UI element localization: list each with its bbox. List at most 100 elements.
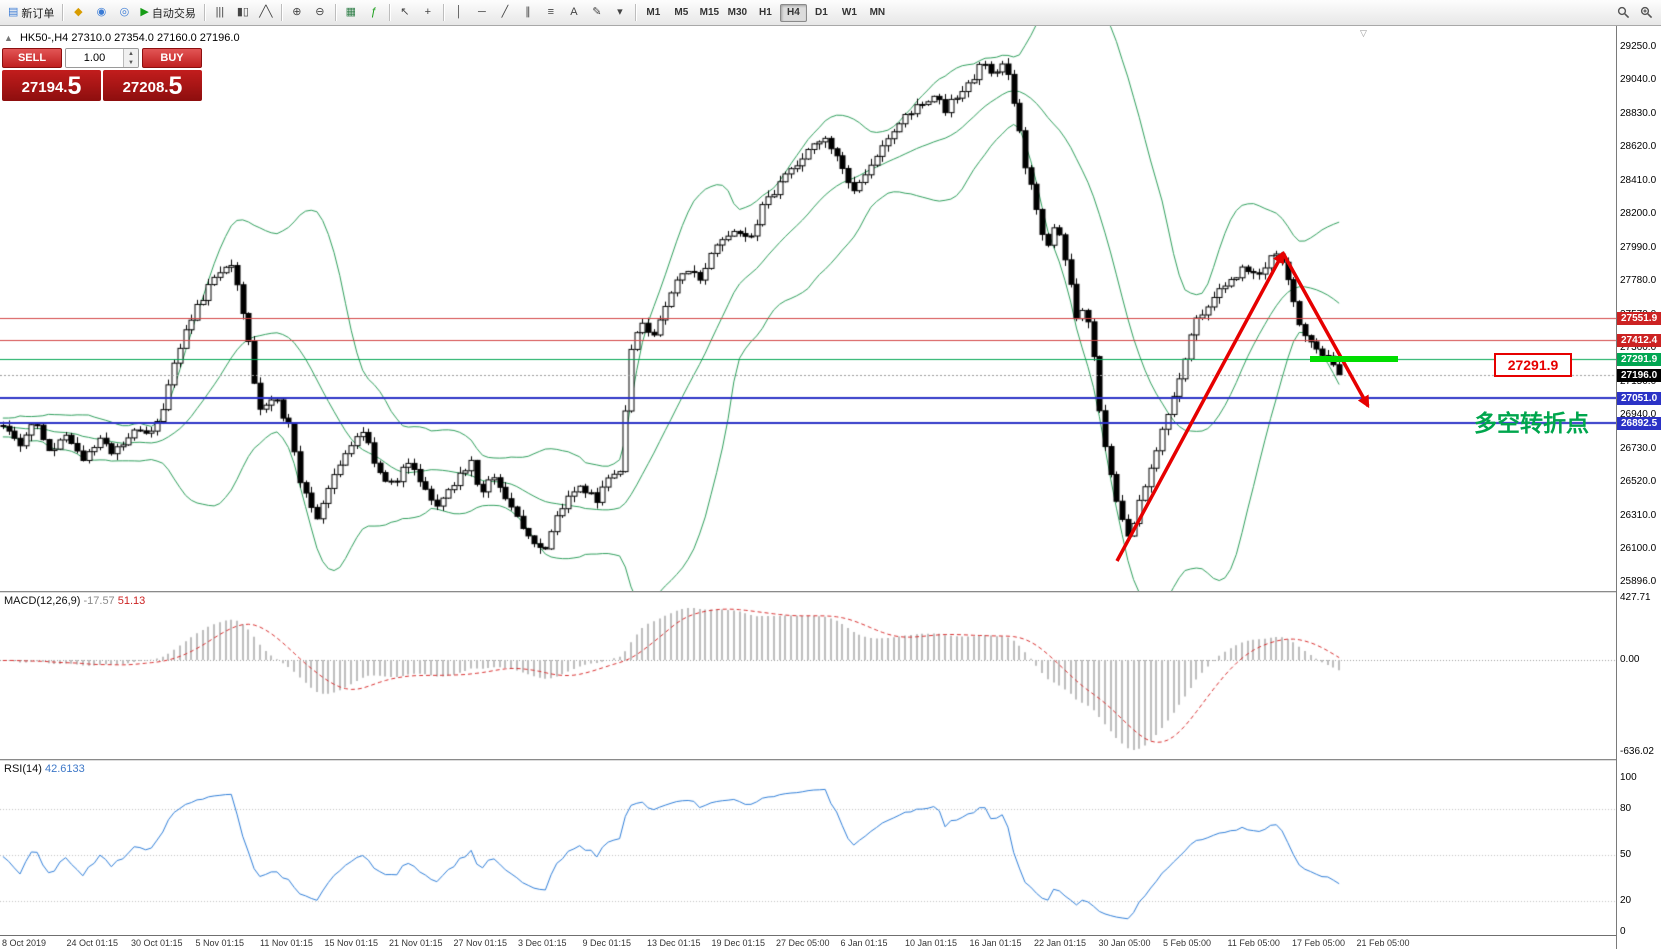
toolbar-separator [62,4,64,21]
volume-down-button[interactable]: ▼ [124,58,138,67]
buy-price-main: 27208. [122,79,169,96]
vertical-line-icon: │ [455,6,463,18]
price-callout-label[interactable]: 27291.9 [1494,353,1572,377]
sell-price[interactable]: 27194. 5 [2,70,101,101]
buy-price[interactable]: 27208. 5 [103,70,202,101]
turning-point-note[interactable]: 多空转折点 [1474,410,1589,436]
chart-shift-marker[interactable]: ▽ [1360,28,1367,38]
price-axis-tick: 25896.0 [1620,576,1657,588]
volume-field: ▲ ▼ [65,48,139,68]
price-axis[interactable]: 29250.0 29040.0 28830.0 28620.0 28410.0 28200… [1616,26,1661,949]
trendline-tool-button[interactable]: ╱ [494,2,516,23]
timeframe-button-d1[interactable]: D1 [808,4,835,22]
timeframe-button-m5[interactable]: M5 [668,4,695,22]
buy-price-pip: 5 [168,72,183,100]
profiles-icon: ◉ [96,6,107,18]
profiles-button[interactable]: ◉ [90,2,112,23]
timeframe-button-m1[interactable]: M1 [640,4,667,22]
bar-chart-icon: ||| [215,6,225,18]
price-chart-canvas[interactable] [0,26,1616,591]
timeframe-button-h4[interactable]: H4 [779,3,807,22]
time-axis-label: 21 Nov 01:15 [389,938,443,948]
arrows-menu-icon: ▾ [617,6,623,18]
price-axis-tick: 26520.0 [1620,476,1657,488]
timeframe-button-m15[interactable]: M15 [696,4,723,22]
refresh-button[interactable]: ◎ [113,2,135,23]
new-order-button[interactable]: ▤ 新订单 [4,2,58,23]
zoom-in-button[interactable]: ⊕ [286,2,308,23]
rsi-axis-tick: 20 [1620,895,1632,907]
price-axis-tick: 26310.0 [1620,509,1657,521]
support-highlight-segment[interactable] [1310,356,1398,362]
time-axis[interactable]: 8 Oct 2019 24 Oct 01:15 30 Oct 01:15 5 Nov … [0,935,1616,949]
time-axis-label: 13 Dec 01:15 [647,938,701,948]
channel-tool-button[interactable]: ∥ [517,2,539,23]
timeframe-button-h1[interactable]: H1 [752,4,779,22]
indicators-icon: ƒ [370,6,377,18]
line-chart-icon: ╱╲ [259,6,273,18]
new-order-label: 新订单 [21,7,55,20]
crosshair-tool-button[interactable]: + [417,2,439,23]
text-tool-button[interactable]: A [563,2,585,23]
pane-splitter[interactable] [0,591,1616,593]
rsi-value: 42.6133 [44,763,85,775]
macd-pane: MACD(12,26,9) -17.57 51.13 [0,593,1616,759]
bar-chart-button[interactable]: ||| [209,2,231,23]
line-chart-button[interactable]: ╱╲ [255,2,277,23]
new-chart-button[interactable]: ◆ [67,2,89,23]
toolbar-separator [334,4,336,21]
indicators-button[interactable]: ƒ [363,2,385,23]
volume-up-button[interactable]: ▲ [124,49,138,58]
timeframe-button-m30[interactable]: M30 [724,4,751,22]
rsi-label: RSI(14) 42.6133 [4,763,85,775]
fibonacci-tool-button[interactable]: ≡ [540,2,562,23]
horizontal-line-icon: ─ [477,6,486,18]
rsi-axis-tick: 50 [1620,849,1632,860]
zoom-in-icon: ⊕ [292,6,302,18]
time-axis-label: 22 Jan 01:15 [1034,938,1087,948]
new-chart-icon: ◆ [74,6,83,18]
macd-name: MACD(12,26,9) [4,595,81,607]
volume-input[interactable] [66,49,123,67]
vertical-line-tool-button[interactable]: │ [448,2,470,23]
price-axis-tick: 28410.0 [1620,174,1657,186]
search-symbol-button[interactable] [1612,2,1634,23]
auto-trading-button[interactable]: ▶ 自动交易 [136,2,199,23]
toolbar-separator [388,4,390,21]
price-tag-27412.4: 27412.4 [1617,334,1661,348]
candlestick-chart-icon: ▮▯ [236,6,249,18]
rsi-pane: RSI(14) 42.6133 [0,761,1616,935]
price-axis-tick: 27360.0 [1620,342,1657,354]
horizontal-line-tool-button[interactable]: ─ [471,2,493,23]
price-axis-tick: 27780.0 [1620,275,1657,287]
data-window-button[interactable] [1635,2,1657,23]
cursor-icon: ↖ [400,6,410,18]
tile-windows-button[interactable]: ▦ [340,2,362,23]
channel-icon: ∥ [525,6,531,18]
pane-splitter[interactable] [0,759,1616,761]
buy-button[interactable]: BUY [142,48,202,68]
toolbar-separator [634,4,636,21]
timeframe-button-mn[interactable]: MN [864,4,891,22]
sell-button[interactable]: SELL [2,48,62,68]
candlestick-chart-button[interactable]: ▮▯ [232,2,254,23]
time-axis-label: 21 Feb 05:00 [1356,938,1410,948]
one-click-panel-toggle[interactable]: ▲ [4,33,13,43]
price-axis-tick: 29040.0 [1620,74,1657,86]
time-axis-label: 24 Oct 01:15 [66,938,119,948]
time-axis-label: 30 Jan 05:00 [1098,938,1151,948]
time-axis-label: 11 Nov 01:15 [260,938,313,948]
timeframe-button-w1[interactable]: W1 [836,4,863,22]
cursor-tool-button[interactable]: ↖ [394,2,416,23]
time-axis-label: 16 Jan 01:15 [969,938,1022,948]
new-order-icon: ▤ [8,6,19,18]
arrows-menu-button[interactable]: ▾ [609,2,631,23]
text-tool-icon: A [570,6,578,18]
auto-trading-icon: ▶ [140,6,149,18]
zoom-out-button[interactable]: ⊖ [309,2,331,23]
chart-area[interactable]: MACD(12,26,9) -17.57 51.13 RSI(14) 42.61… [0,26,1616,949]
toolbar-separator [280,4,282,21]
time-axis-label: 19 Dec 01:15 [711,938,766,948]
price-tag-27551.9: 27551.9 [1617,311,1661,325]
label-tool-button[interactable]: ✎ [586,2,608,23]
